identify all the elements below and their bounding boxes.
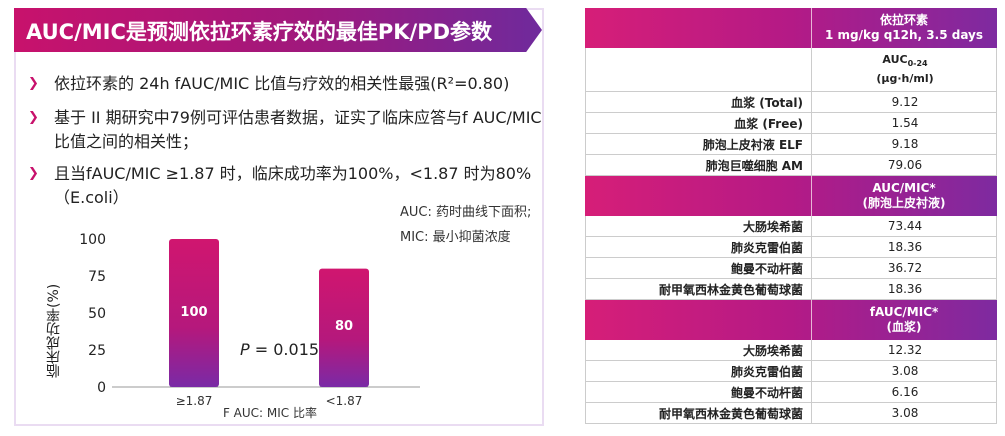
table-row: 鲍曼不动杆菌 6.16 — [585, 382, 997, 403]
table-row: 耐甲氧西林金黄色葡萄球菌 3.08 — [585, 403, 997, 424]
header-cell: 依拉环素 1 mg/kg q12h, 3.5 days — [811, 8, 997, 48]
row-value: 18.36 — [887, 240, 923, 254]
table-subheader-auc: AUC0-24 (μg·h/ml) — [585, 48, 997, 92]
row-label: 大肠埃希菌 — [586, 340, 812, 360]
table-row: 肺泡巨噬细胞 AM 79.06 — [585, 155, 997, 176]
p-symbol: P — [240, 340, 250, 359]
note-mic: MIC: 最小抑菌浓度 — [400, 230, 511, 245]
bullet-text-cont: （E.coli） — [54, 188, 129, 207]
header-dose: 1 mg/kg q12h, 3.5 days — [824, 28, 984, 42]
table-header-faucmic: fAUC/MIC* (血浆) — [585, 300, 997, 340]
table-row: 血浆 (Free) 1.54 — [585, 113, 997, 134]
row-label: 肺泡上皮衬液 ELF — [586, 134, 812, 154]
auc-unit-cell: AUC0-24 (μg·h/ml) — [812, 48, 998, 91]
bullet-text: 基于 II 期研究中79例可评估患者数据，证实了临床应答与f AUC/MIC — [54, 108, 542, 127]
row-value: 18.36 — [887, 282, 923, 296]
row-value: 9.12 — [891, 95, 919, 109]
header-line1: fAUC/MIC* — [869, 305, 939, 319]
x-tick-label: <1.87 — [326, 394, 363, 408]
row-value: 36.72 — [887, 261, 923, 275]
row-label: 血浆 (Free) — [586, 113, 812, 133]
row-value: 3.08 — [891, 364, 919, 378]
header-cell: fAUC/MIC* (血浆) — [811, 300, 997, 340]
y-tick-label: 0 — [97, 380, 106, 396]
table-row: 血浆 (Total) 9.12 — [585, 92, 997, 113]
header-cell: AUC/MIC* (肺泡上皮衬液) — [811, 176, 997, 216]
row-label: 大肠埃希菌 — [586, 216, 812, 236]
header-divider — [811, 8, 812, 48]
p-value-annotation: P = 0.015 — [240, 340, 319, 359]
table-row: 鲍曼不动杆菌 36.72 — [585, 258, 997, 279]
y-tick-label: 50 — [88, 306, 106, 322]
auc-unit: (μg·h/ml) — [876, 71, 934, 85]
header-divider — [811, 300, 812, 340]
header-line2: (肺泡上皮衬液) — [862, 196, 946, 210]
row-label: 肺炎克雷伯菌 — [586, 361, 812, 381]
note-auc: AUC: 药时曲线下面积; — [400, 205, 532, 220]
row-label: 鲍曼不动杆菌 — [586, 258, 812, 278]
row-value: 9.18 — [891, 137, 919, 151]
bar-chart: 0 25 50 75 100 100 ≥1.87 80 <1.87 F AUC: MIC 比率 — [79, 232, 420, 420]
bullet-text-cont: 比值之间的相关性； — [54, 132, 199, 151]
row-label: 肺泡巨噬细胞 AM — [586, 155, 812, 175]
bar-value-label: 100 — [180, 305, 207, 320]
bar — [319, 268, 369, 387]
chevron-right-icon: ❯ — [28, 76, 39, 91]
row-value: 73.44 — [887, 219, 923, 233]
row-value: 6.16 — [891, 385, 919, 399]
y-tick-label: 75 — [88, 269, 106, 285]
left-panel — [14, 8, 544, 426]
p-value-text: = 0.015 — [254, 340, 320, 359]
bar — [169, 239, 219, 387]
table-header-aucmic: AUC/MIC* (肺泡上皮衬液) — [585, 176, 997, 216]
bullet-text: 依拉环素的 24h fAUC/MIC 比值与疗效的相关性最强(R²=0.80) — [54, 74, 510, 93]
x-tick-label: ≥1.87 — [176, 394, 213, 408]
header-line2: (血浆) — [886, 320, 922, 334]
bullet-text: 且当fAUC/MIC ≥1.87 时，临床成功率为100%，<1.87 时为80… — [54, 164, 532, 183]
row-label: 耐甲氧西林金黄色葡萄球菌 — [586, 403, 812, 423]
row-label: 鲍曼不动杆菌 — [586, 382, 812, 402]
page-title: AUC/MIC是预测依拉环素疗效的最佳PK/PD参数 — [26, 20, 493, 44]
row-value: 3.08 — [891, 406, 919, 420]
auc-label: AUC0-24 — [882, 53, 927, 71]
header-divider — [811, 176, 812, 216]
header-line1: AUC/MIC* — [872, 181, 936, 195]
title-banner: AUC/MIC是预测依拉环素疗效的最佳PK/PD参数 — [14, 8, 542, 52]
auc-sub: 0-24 — [907, 59, 928, 69]
table-row: 肺炎克雷伯菌 3.08 — [585, 361, 997, 382]
chevron-right-icon: ❯ — [28, 110, 39, 125]
empty-cell — [586, 48, 812, 91]
table-row: 大肠埃希菌 73.44 — [585, 216, 997, 237]
x-axis-label: F AUC: MIC 比率 — [223, 405, 317, 420]
header-drug: 依拉环素 — [879, 13, 928, 27]
y-tick-label: 25 — [88, 343, 106, 359]
table-row: 耐甲氧西林金黄色葡萄球菌 18.36 — [585, 279, 997, 300]
row-value: 79.06 — [887, 158, 923, 172]
table-row: 大肠埃希菌 12.32 — [585, 340, 997, 361]
chevron-right-icon: ❯ — [28, 166, 39, 181]
row-label: 肺炎克雷伯菌 — [586, 237, 812, 257]
table-header-dose: 依拉环素 1 mg/kg q12h, 3.5 days — [585, 8, 997, 48]
auc-text: AUC — [882, 53, 908, 67]
row-value: 12.32 — [887, 343, 923, 357]
table-row: 肺泡上皮衬液 ELF 9.18 — [585, 134, 997, 155]
row-value: 1.54 — [891, 116, 919, 130]
bar-value-label: 80 — [335, 319, 353, 334]
row-label: 耐甲氧西林金黄色葡萄球菌 — [586, 279, 812, 299]
table-row: 肺炎克雷伯菌 18.36 — [585, 237, 997, 258]
row-label: 血浆 (Total) — [586, 92, 812, 112]
y-tick-label: 100 — [79, 232, 106, 248]
